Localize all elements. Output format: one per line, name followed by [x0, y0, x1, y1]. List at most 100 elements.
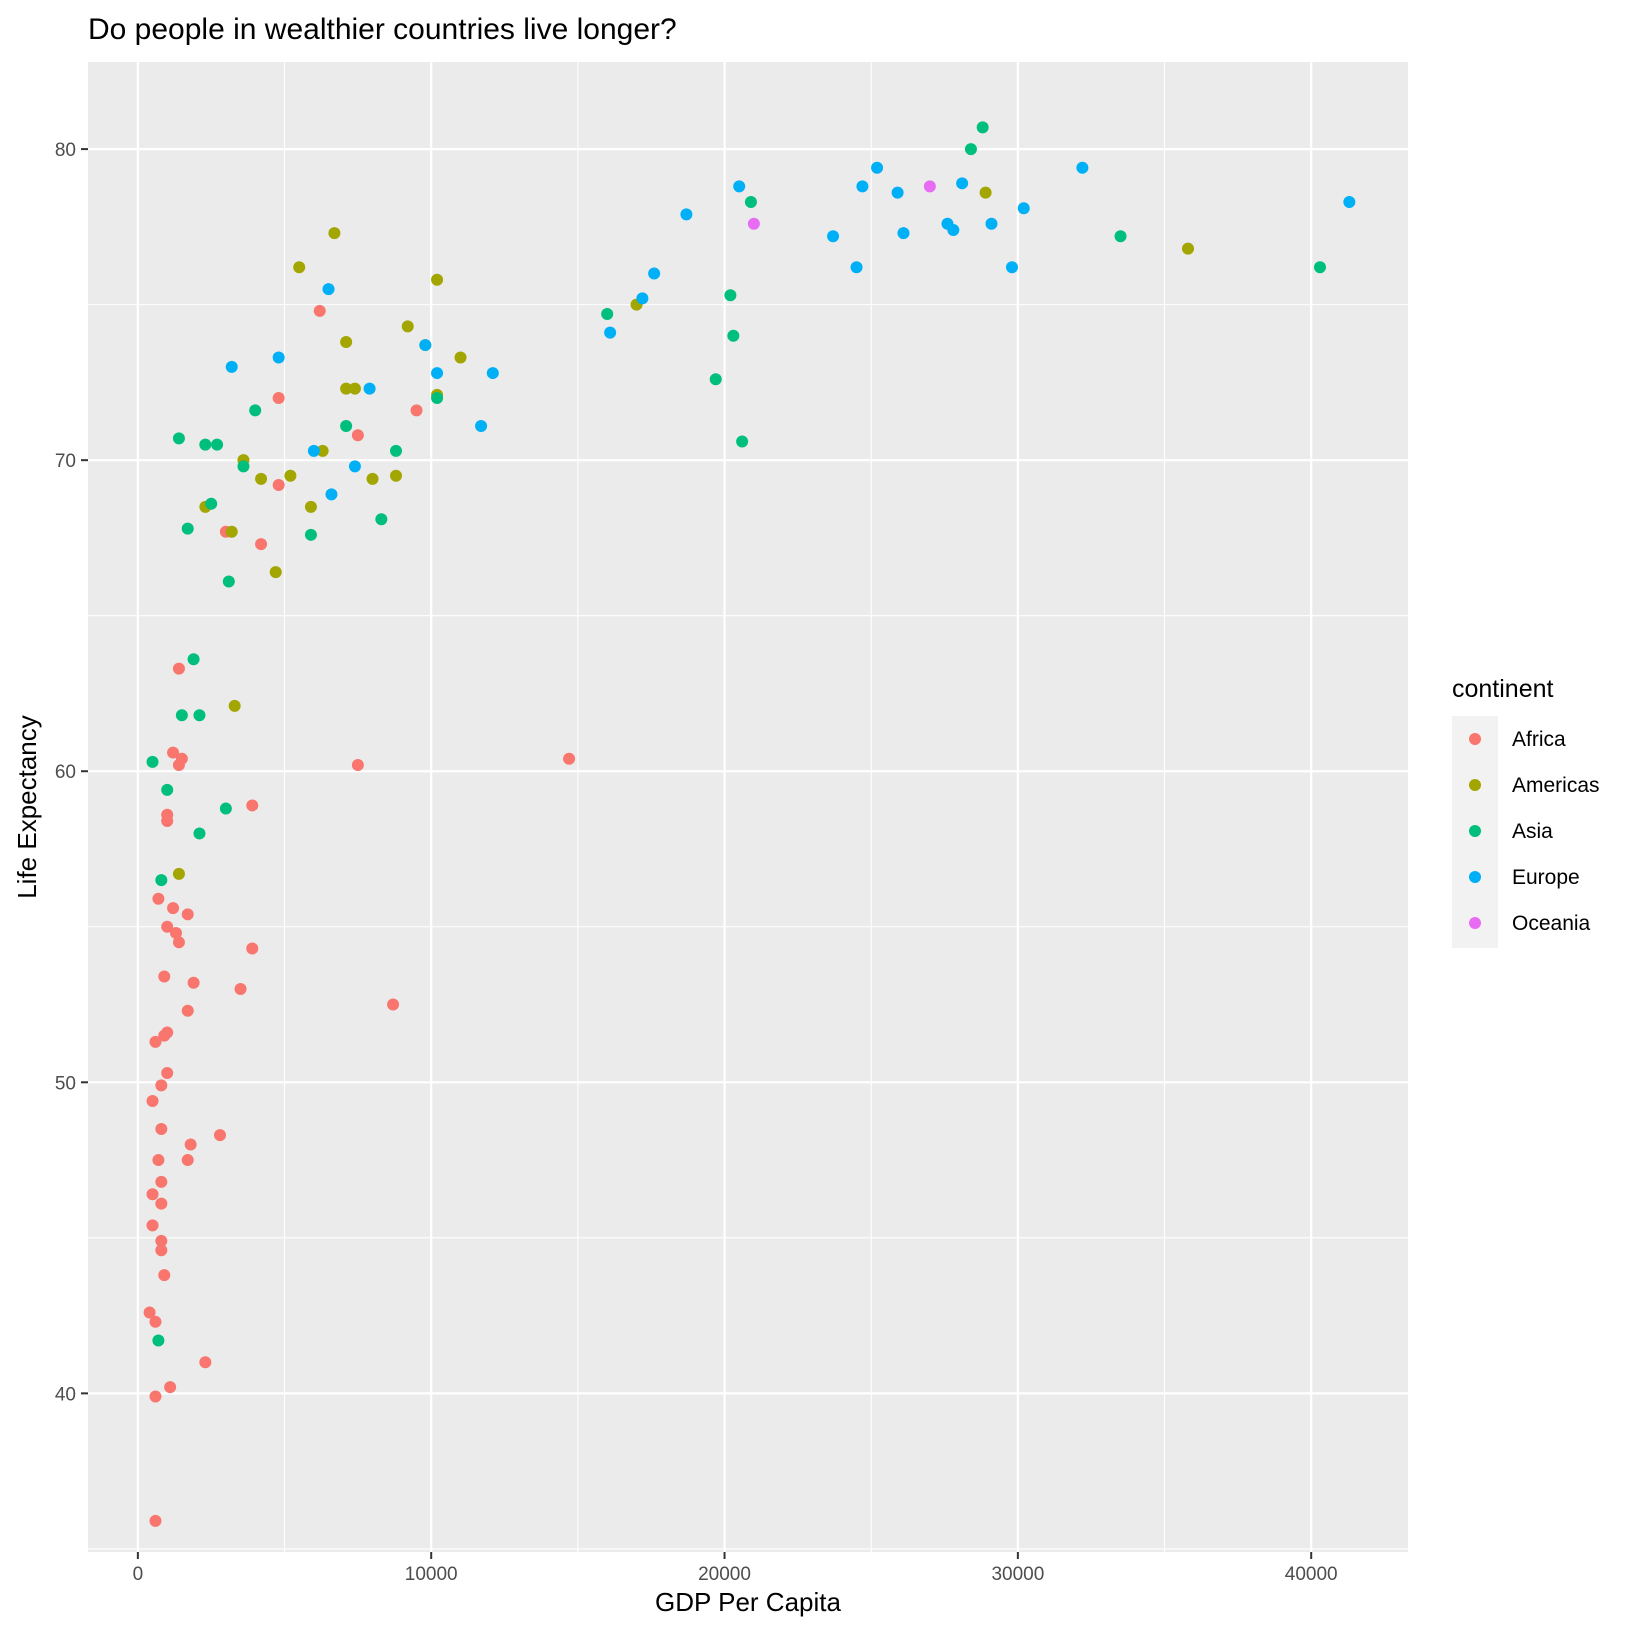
data-point — [850, 261, 863, 274]
data-point — [161, 783, 174, 796]
legend-key — [1469, 917, 1481, 929]
data-point — [181, 522, 194, 535]
data-point — [313, 304, 326, 317]
data-point — [340, 419, 353, 432]
data-point — [431, 273, 444, 286]
data-point — [1343, 195, 1356, 208]
data-point — [604, 326, 617, 339]
data-point — [366, 472, 379, 485]
major-gridlines — [88, 62, 1408, 1552]
data-point — [187, 976, 200, 989]
data-point — [167, 902, 180, 915]
data-point — [249, 404, 262, 417]
data-point — [272, 351, 285, 364]
data-point — [158, 1029, 171, 1042]
data-point — [390, 469, 402, 482]
data-point — [149, 1514, 162, 1527]
data-point — [431, 391, 444, 404]
data-point — [181, 908, 194, 921]
legend-label: Asia — [1512, 820, 1553, 843]
data-point — [146, 755, 159, 768]
legend: continent Africa Americas Asia Europe Oceani… — [1452, 675, 1600, 948]
data-point — [187, 653, 200, 666]
data-point — [158, 970, 171, 983]
data-point — [1314, 261, 1326, 274]
data-point — [255, 472, 268, 485]
data-point — [193, 709, 206, 722]
data-point — [351, 759, 364, 772]
data-point — [348, 460, 361, 473]
data-point — [1182, 242, 1194, 255]
legend-label: Africa — [1512, 728, 1566, 751]
x-tick-label: 30000 — [991, 1564, 1044, 1585]
data-point — [985, 217, 998, 230]
legend-title: continent — [1452, 675, 1554, 703]
data-point — [172, 662, 185, 675]
data-point — [172, 432, 185, 445]
data-point — [387, 998, 400, 1011]
data-point — [228, 699, 241, 712]
data-point — [348, 382, 361, 395]
data-point — [184, 1138, 197, 1151]
data-point — [149, 1315, 162, 1328]
data-point — [152, 1154, 165, 1167]
data-point — [199, 1356, 212, 1369]
data-point — [375, 513, 388, 526]
data-points — [143, 121, 1356, 1527]
y-tick-label: 80 — [55, 140, 76, 161]
data-point — [246, 942, 259, 955]
legend-key — [1469, 825, 1481, 837]
data-point — [284, 469, 297, 482]
data-point — [363, 382, 376, 395]
plot-panel — [88, 62, 1408, 1552]
data-point — [454, 351, 467, 364]
data-point — [161, 920, 174, 933]
data-point — [304, 528, 317, 541]
data-point — [146, 1094, 159, 1107]
data-point — [155, 1234, 168, 1247]
data-point — [146, 1219, 159, 1232]
data-point — [304, 500, 317, 513]
x-tick-label: 20000 — [698, 1564, 751, 1585]
y-tick-label: 70 — [55, 451, 76, 472]
data-point — [709, 373, 722, 386]
y-tick-label: 60 — [55, 762, 76, 783]
x-tick-label: 10000 — [405, 1564, 458, 1585]
data-point — [155, 1175, 168, 1188]
data-point — [680, 208, 693, 221]
data-point — [733, 180, 746, 193]
data-point — [269, 566, 282, 579]
data-point — [172, 867, 185, 880]
data-point — [219, 802, 232, 815]
legend-label: Oceania — [1512, 912, 1591, 935]
data-point — [181, 1154, 194, 1167]
data-point — [272, 479, 285, 492]
data-point — [193, 827, 206, 840]
data-point — [410, 404, 423, 417]
data-point — [322, 283, 335, 296]
data-point — [225, 360, 238, 373]
data-point — [419, 339, 432, 352]
data-point — [956, 177, 969, 190]
data-point — [211, 438, 224, 451]
data-point — [897, 227, 910, 240]
x-axis: 0 10000 20000 30000 40000 — [133, 1552, 1338, 1585]
data-point — [146, 1188, 159, 1201]
data-point — [401, 320, 414, 333]
data-point — [172, 759, 185, 772]
data-point — [964, 143, 977, 156]
data-point — [237, 460, 250, 473]
data-point — [563, 752, 576, 765]
data-point — [1017, 202, 1030, 215]
data-point — [167, 746, 180, 759]
data-point — [1006, 261, 1018, 274]
data-point — [744, 195, 757, 208]
data-point — [152, 892, 165, 905]
data-point — [155, 1122, 168, 1135]
data-point — [1114, 230, 1127, 243]
data-point — [316, 444, 329, 457]
x-axis-title: GDP Per Capita — [655, 1587, 841, 1617]
data-point — [161, 1066, 174, 1079]
data-point — [164, 1381, 177, 1394]
